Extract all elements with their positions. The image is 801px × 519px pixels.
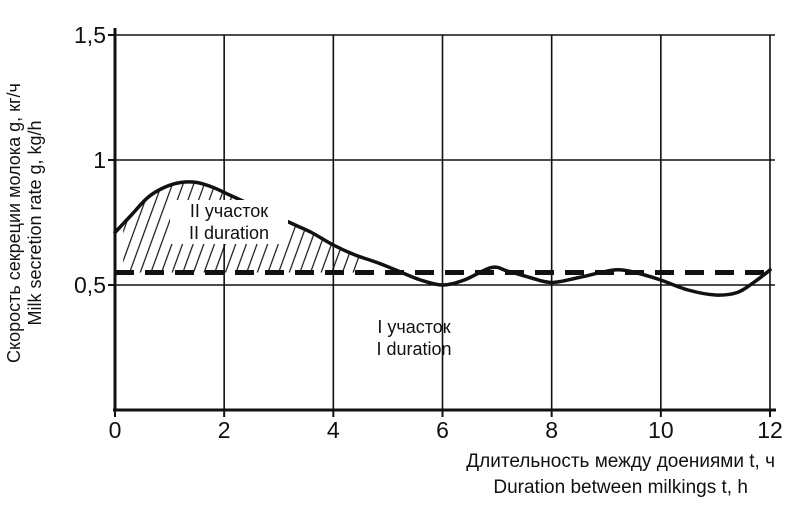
annotation-region-II: II участок II duration [170,200,288,244]
x-axis-label: Длительность между доениями t, ч Duratio… [466,449,775,501]
y-axis-label-en: Milk secretion rate g, kg/h [25,120,45,326]
y-axis-label: Скорость секреции молока g, кг/ч Milk se… [4,8,48,438]
annotation-region-II-ru: II участок [189,201,269,221]
x-tick-label-0: 0 [108,417,122,443]
y-tick-label-1: 1 [93,147,106,173]
annotation-region-I-en: I duration [376,339,452,359]
x-tick-label-6: 6 [436,417,449,443]
annotation-region-II-en: II duration [188,223,270,243]
y-tick-label-0,5: 0,5 [74,272,106,298]
x-tick-label-4: 4 [326,417,340,443]
x-tick-label-12: 12 [757,417,783,443]
x-tick-label-8: 8 [545,417,559,443]
x-axis-label-en: Duration between milkings t, h [493,477,748,498]
annotation-region-I-ru: I участок [377,317,451,337]
x-axis-label-ru: Длительность между доениями t, ч [466,451,775,472]
axis-ticks [108,34,771,417]
grid-lines [115,34,775,410]
x-tick-label-10: 10 [648,417,674,443]
annotation-region-I: I участок I duration [356,316,472,360]
y-axis-label-ru: Скорость секреции молока g, кг/ч [4,83,24,363]
milk-secretion-rate-curve [113,180,772,297]
x-tick-label-2: 2 [217,417,231,443]
y-tick-label-1,5: 1,5 [74,22,106,48]
